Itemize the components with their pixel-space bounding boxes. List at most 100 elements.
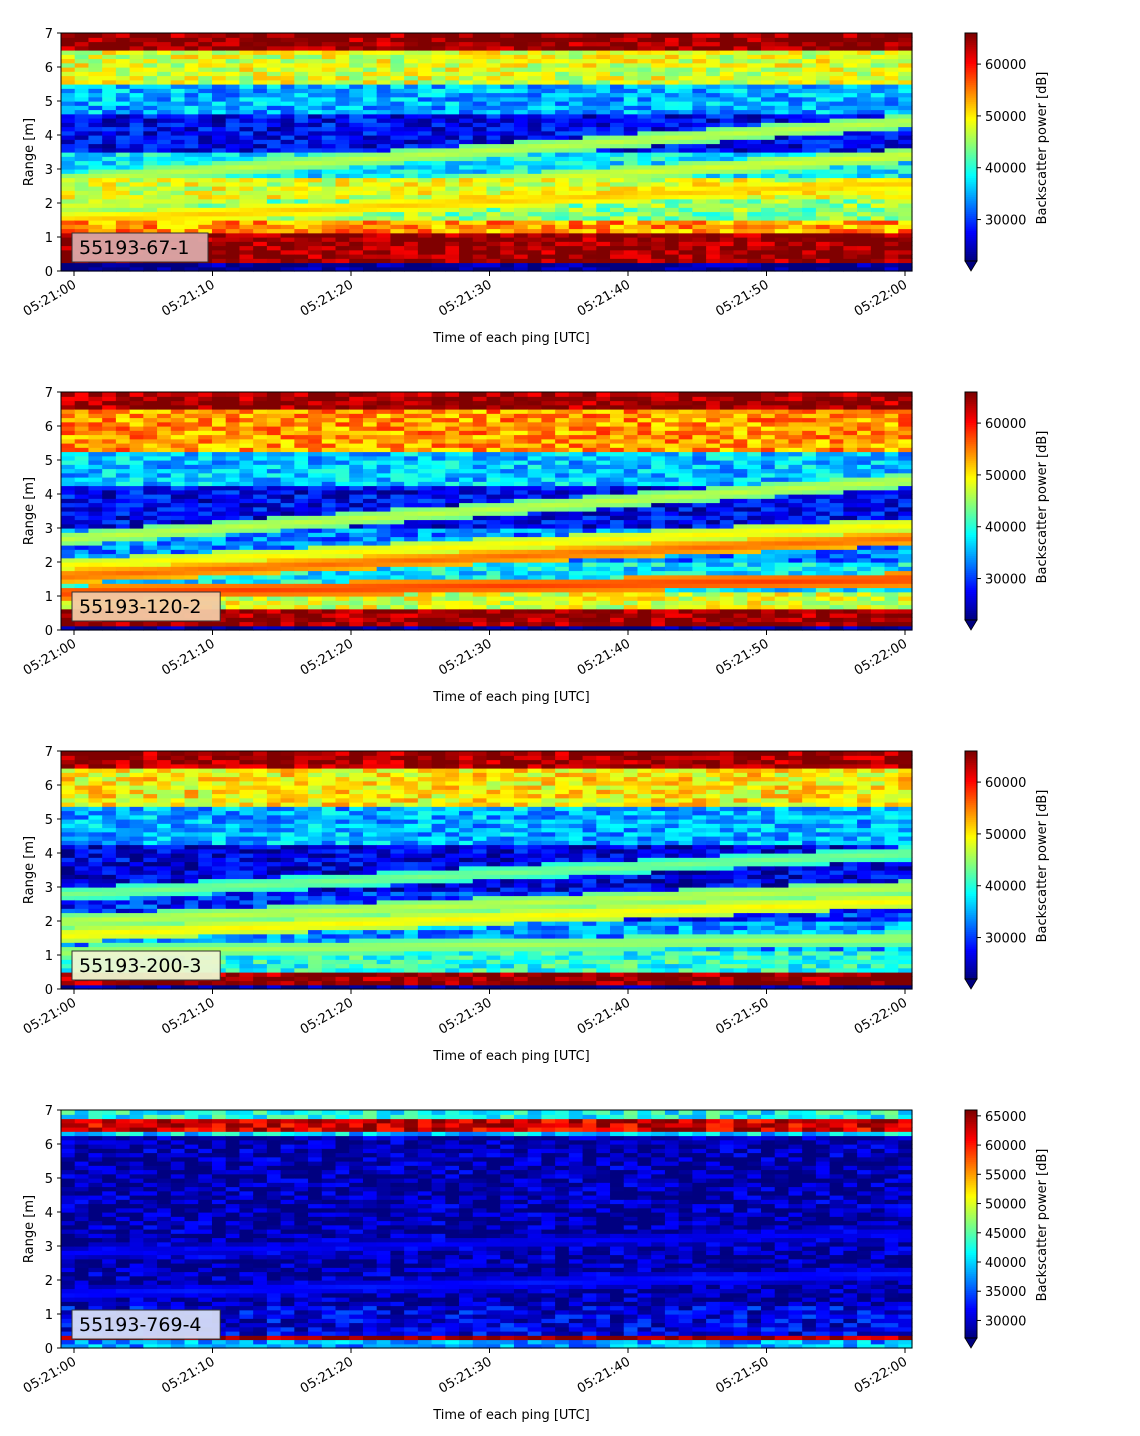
- heatmap-cell: [390, 79, 405, 85]
- heatmap-cell: [170, 443, 186, 448]
- heatmap-cell: [500, 130, 515, 136]
- heatmap-cell: [61, 109, 76, 115]
- heatmap-cell: [129, 621, 144, 627]
- heatmap-cell: [719, 71, 735, 77]
- colorbar-step: [965, 253, 977, 256]
- heatmap-cell: [692, 130, 707, 136]
- heatmap-cell: [486, 105, 501, 111]
- heatmap-cell: [857, 198, 872, 204]
- heatmap-cell: [815, 211, 831, 217]
- heatmap-cell: [115, 186, 131, 191]
- heatmap-cell: [211, 498, 227, 504]
- heatmap-cell: [115, 190, 131, 196]
- heatmap-cell: [115, 455, 131, 461]
- heatmap-cell: [445, 33, 460, 38]
- heatmap-cell: [513, 41, 529, 47]
- heatmap-cell: [88, 625, 103, 631]
- colorbar-step: [965, 137, 977, 140]
- colorbar-step: [965, 80, 977, 83]
- heatmap-cell: [802, 237, 817, 242]
- heatmap-cell: [253, 143, 268, 149]
- heatmap-cell: [294, 596, 309, 601]
- heatmap-cell: [170, 173, 186, 179]
- heatmap-cell: [678, 92, 693, 98]
- heatmap-cell: [733, 101, 748, 106]
- heatmap-cell: [321, 96, 337, 102]
- heatmap-cell: [74, 198, 90, 204]
- heatmap-cell: [898, 173, 913, 179]
- colorbar-step: [965, 131, 977, 135]
- heatmap-cell: [157, 438, 172, 444]
- colorbar-step: [965, 192, 977, 196]
- heatmap-cell: [747, 152, 762, 157]
- heatmap-cell: [582, 266, 597, 272]
- heatmap-cell: [404, 186, 419, 191]
- heatmap-cell: [445, 173, 460, 179]
- heatmap-cell: [335, 143, 350, 149]
- heatmap-cell: [802, 156, 817, 162]
- heatmap-cell: [115, 570, 131, 576]
- heatmap-cell: [486, 118, 501, 123]
- heatmap-cell: [582, 156, 597, 162]
- heatmap-cell: [102, 574, 117, 580]
- heatmap-cell: [88, 553, 103, 559]
- colorbar-step: [965, 145, 977, 148]
- heatmap-cell: [102, 169, 117, 174]
- heatmap-cell: [239, 621, 254, 627]
- heatmap-cell: [898, 194, 913, 200]
- heatmap-cell: [870, 190, 886, 196]
- heatmap-cell: [349, 451, 364, 457]
- heatmap-cell: [541, 33, 556, 38]
- heatmap-cell: [362, 566, 378, 572]
- heatmap-cell: [308, 604, 323, 610]
- heatmap-cell: [555, 228, 570, 234]
- heatmap-cell: [239, 511, 254, 516]
- heatmap-cell: [445, 143, 460, 149]
- heatmap-cell: [376, 481, 392, 487]
- heatmap-cell: [459, 249, 474, 255]
- heatmap-cell: [157, 50, 172, 55]
- heatmap-cell: [211, 262, 227, 268]
- heatmap-cell: [774, 54, 790, 60]
- heatmap-cell: [170, 506, 186, 512]
- heatmap-cell: [761, 173, 776, 179]
- heatmap-cell: [308, 523, 323, 529]
- heatmap-cell: [829, 147, 844, 153]
- heatmap-cell: [266, 220, 282, 225]
- heatmap-cell: [513, 220, 529, 225]
- heatmap-cell: [857, 147, 872, 153]
- heatmap-cell: [74, 101, 90, 106]
- heatmap-cell: [266, 71, 282, 77]
- heatmap-cell: [74, 536, 90, 542]
- heatmap-cell: [706, 207, 721, 213]
- heatmap-cell: [733, 84, 748, 89]
- heatmap-cell: [678, 156, 693, 162]
- heatmap-cell: [349, 54, 364, 60]
- heatmap-cell: [706, 50, 721, 55]
- heatmap-cell: [637, 147, 652, 153]
- heatmap-cell: [129, 126, 144, 132]
- heatmap-cell: [747, 207, 762, 213]
- heatmap-cell: [582, 130, 597, 136]
- heatmap-cell: [431, 130, 446, 136]
- heatmap-cell: [898, 33, 913, 38]
- heatmap-cell: [157, 147, 172, 153]
- heatmap-cell: [761, 220, 776, 225]
- heatmap-cell: [198, 523, 213, 529]
- heatmap-cell: [417, 164, 433, 170]
- heatmap-cell: [349, 41, 364, 47]
- heatmap-cell: [898, 101, 913, 106]
- heatmap-cell: [157, 152, 172, 157]
- heatmap-cell: [184, 515, 199, 521]
- heatmap-cell: [362, 122, 378, 128]
- heatmap-cell: [170, 587, 186, 593]
- heatmap-cell: [308, 190, 323, 196]
- heatmap-cell: [486, 96, 501, 102]
- colorbar-step: [965, 44, 977, 47]
- heatmap-cell: [376, 613, 392, 618]
- heatmap-cell: [500, 160, 515, 166]
- heatmap-cell: [788, 58, 803, 64]
- heatmap-cell: [74, 447, 90, 453]
- heatmap-cell: [417, 181, 433, 187]
- heatmap-cell: [843, 41, 858, 47]
